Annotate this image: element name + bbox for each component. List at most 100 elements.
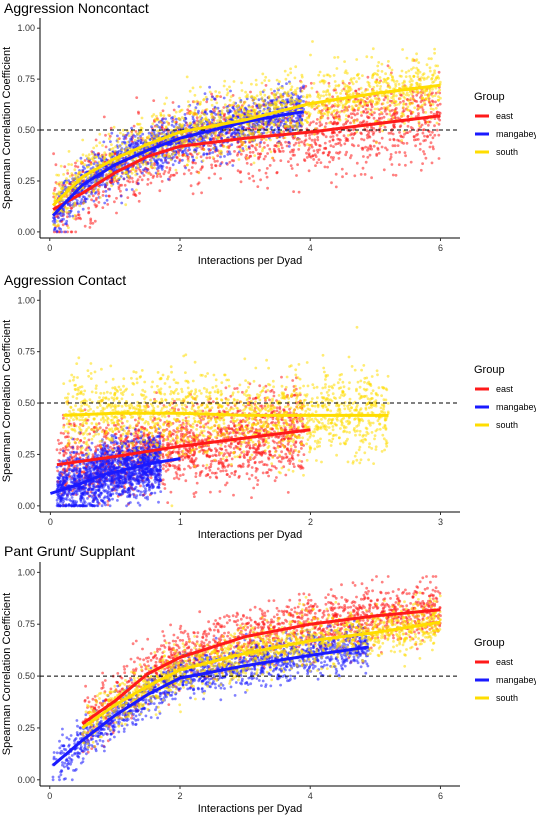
data-point bbox=[409, 160, 413, 164]
data-point bbox=[323, 102, 327, 106]
trend-line-mangabey bbox=[51, 110, 304, 217]
data-point bbox=[109, 140, 112, 144]
data-point bbox=[186, 163, 189, 167]
data-point bbox=[380, 70, 384, 73]
data-point bbox=[266, 186, 269, 190]
data-point bbox=[140, 116, 144, 120]
data-point bbox=[331, 122, 335, 125]
data-point bbox=[61, 210, 65, 214]
data-point bbox=[411, 59, 415, 62]
data-point bbox=[378, 76, 382, 79]
data-point bbox=[167, 414, 171, 418]
data-point bbox=[137, 136, 140, 140]
data-point bbox=[225, 93, 229, 97]
data-point bbox=[156, 169, 160, 173]
data-point bbox=[372, 85, 376, 89]
data-point bbox=[99, 154, 102, 158]
data-point bbox=[189, 184, 193, 188]
data-point bbox=[367, 83, 371, 87]
data-point bbox=[361, 74, 364, 77]
data-point bbox=[102, 140, 106, 144]
data-point bbox=[337, 130, 341, 134]
data-point bbox=[65, 222, 68, 226]
data-point bbox=[266, 144, 270, 147]
data-point bbox=[89, 163, 93, 166]
data-point bbox=[209, 144, 212, 148]
data-point bbox=[235, 111, 239, 114]
data-point bbox=[168, 166, 172, 170]
data-point bbox=[186, 111, 190, 115]
data-point bbox=[380, 62, 384, 66]
data-point bbox=[202, 98, 206, 102]
data-point bbox=[406, 114, 410, 118]
data-point bbox=[275, 100, 279, 104]
data-point bbox=[190, 166, 194, 169]
data-point bbox=[362, 138, 366, 142]
data-point bbox=[225, 131, 229, 135]
data-point bbox=[64, 230, 67, 234]
x-tick-label: 0 bbox=[47, 243, 52, 253]
data-point bbox=[123, 183, 127, 187]
data-point bbox=[228, 160, 232, 164]
data-point bbox=[378, 141, 381, 145]
data-point bbox=[247, 105, 251, 109]
data-point bbox=[223, 155, 226, 158]
data-point bbox=[403, 122, 406, 125]
data-point bbox=[82, 201, 86, 205]
x-tick-label: 4 bbox=[308, 243, 313, 253]
data-point bbox=[401, 48, 404, 51]
data-point bbox=[384, 146, 387, 150]
data-point bbox=[420, 76, 423, 80]
data-point bbox=[211, 400, 215, 403]
data-point bbox=[429, 107, 433, 111]
data-point bbox=[255, 143, 259, 147]
data-point bbox=[201, 109, 205, 113]
data-point bbox=[116, 140, 120, 144]
data-point bbox=[394, 82, 397, 86]
data-point bbox=[239, 100, 243, 104]
data-point bbox=[386, 105, 390, 108]
data-point bbox=[243, 133, 247, 137]
data-point bbox=[87, 438, 91, 442]
data-point bbox=[125, 133, 129, 137]
data-point bbox=[422, 150, 425, 153]
data-point bbox=[113, 178, 117, 182]
data-point bbox=[315, 161, 319, 165]
y-tick-label: 0.75 bbox=[17, 74, 35, 84]
data-point bbox=[257, 110, 260, 114]
data-point bbox=[186, 108, 190, 112]
data-point bbox=[283, 100, 287, 104]
data-point bbox=[284, 473, 288, 477]
data-point bbox=[392, 98, 395, 101]
data-point bbox=[108, 169, 112, 173]
data-point bbox=[75, 199, 79, 203]
data-point bbox=[366, 155, 370, 159]
data-point bbox=[62, 416, 65, 420]
data-point bbox=[264, 171, 268, 175]
data-point bbox=[332, 145, 335, 149]
data-point bbox=[323, 107, 326, 110]
data-point bbox=[287, 160, 290, 164]
data-point bbox=[59, 227, 62, 231]
data-point bbox=[220, 150, 223, 153]
data-point bbox=[137, 139, 141, 143]
data-point bbox=[282, 130, 286, 134]
data-point bbox=[259, 152, 263, 156]
data-point bbox=[249, 105, 253, 109]
data-point bbox=[159, 164, 163, 167]
data-point bbox=[135, 96, 139, 99]
data-point bbox=[252, 139, 256, 143]
data-point bbox=[334, 116, 338, 120]
data-point bbox=[319, 94, 323, 98]
data-point bbox=[326, 165, 329, 169]
data-point bbox=[411, 127, 415, 130]
data-point bbox=[210, 166, 214, 170]
data-point bbox=[73, 186, 77, 190]
data-point bbox=[159, 175, 163, 178]
data-point bbox=[178, 158, 182, 162]
data-point bbox=[121, 156, 125, 160]
data-point bbox=[296, 86, 299, 90]
data-point bbox=[380, 107, 383, 110]
data-point bbox=[419, 91, 423, 95]
data-point bbox=[156, 118, 160, 122]
